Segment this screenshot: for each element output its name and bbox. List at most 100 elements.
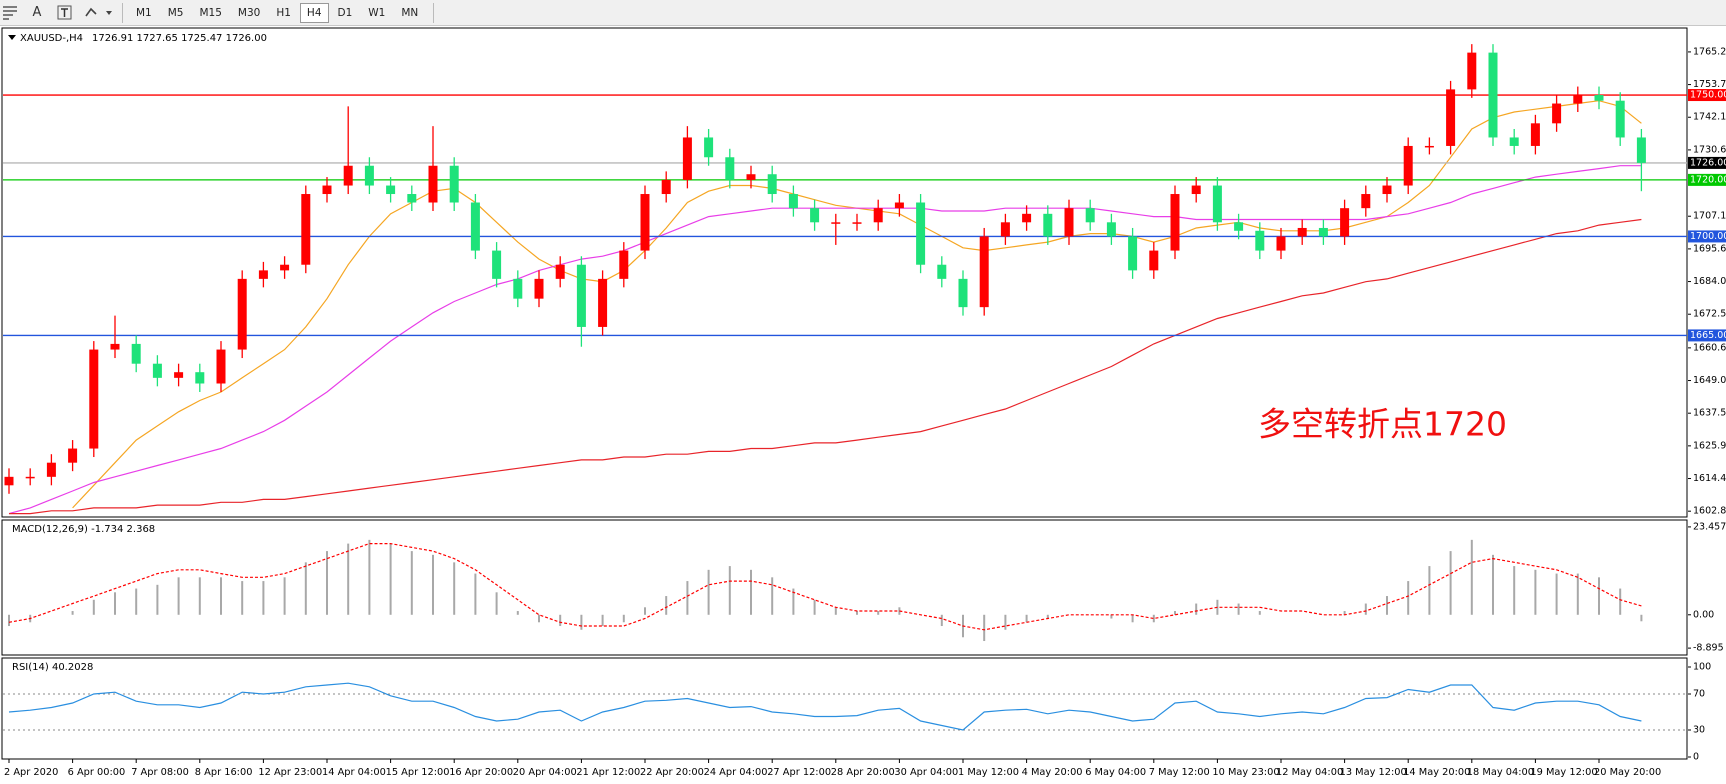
period-button[interactable]: M5 <box>167 6 184 19</box>
y-tick-label: 70 <box>1693 689 1705 700</box>
candle-body <box>407 194 417 203</box>
candle-body <box>704 137 714 158</box>
period-button[interactable]: D1 <box>337 6 353 19</box>
candle-body <box>513 278 523 299</box>
candle-body <box>1170 194 1180 251</box>
period-button[interactable]: M30 <box>237 6 261 19</box>
x-tick-label: 12 May 04:00 <box>1276 767 1343 778</box>
macd-bar <box>665 596 668 615</box>
candle-body <box>1361 194 1371 209</box>
candle-body <box>428 165 438 203</box>
y-tick-label: 1649.05 <box>1693 375 1726 386</box>
candle-body <box>1022 213 1032 223</box>
macd-bar <box>262 581 265 615</box>
x-tick-label: 8 Apr 16:00 <box>195 767 253 778</box>
macd-bar <box>877 611 880 615</box>
macd-bar <box>834 607 837 615</box>
candle-body <box>852 222 862 224</box>
main-panel <box>1 27 1688 518</box>
macd-bar <box>1343 611 1346 615</box>
y-tick-label: 1672.50 <box>1693 309 1726 320</box>
collapse-arrow[interactable] <box>8 35 16 40</box>
macd-bar <box>622 614 625 623</box>
x-tick-label: 14 May 20:00 <box>1403 767 1470 778</box>
rsi-panel <box>1 657 1688 760</box>
candle-body <box>598 278 608 327</box>
level-label: 1750.00 <box>1690 90 1726 101</box>
toolbar: A M1 M5 M15 M30 H1 H4 D1 W1 MN <box>0 0 1726 26</box>
period-button[interactable]: W1 <box>368 6 386 19</box>
candle-body <box>1212 185 1222 223</box>
macd-bar <box>1174 611 1176 615</box>
level-label: 1700.00 <box>1690 231 1726 242</box>
x-tick-label: 13 May 12:00 <box>1340 767 1407 778</box>
separator <box>433 2 435 23</box>
candle-body <box>1573 95 1583 104</box>
label-tool-icon[interactable] <box>54 2 76 24</box>
macd-bar <box>198 577 201 615</box>
shapes-icon[interactable] <box>82 2 116 24</box>
macd-bar <box>1470 539 1473 615</box>
candle-body <box>152 363 162 378</box>
y-tick-label: 1602.85 <box>1693 506 1726 517</box>
level-box <box>1688 89 1726 102</box>
macd-bar <box>1640 614 1643 622</box>
period-button[interactable]: M15 <box>199 6 222 19</box>
macd-bar <box>1237 603 1240 615</box>
chart: XAUUSD-,H4 1726.91 1727.65 1725.47 1726.… <box>1 27 1726 778</box>
x-tick-label: 14 Apr 04:00 <box>322 767 386 778</box>
x-tick-label: 30 Apr 04:00 <box>894 767 958 778</box>
macd-bar <box>241 581 244 615</box>
macd-bar <box>1555 573 1558 615</box>
crosshair-icon[interactable] <box>0 2 22 24</box>
candle-body <box>576 264 586 327</box>
x-tick-label: 12 Apr 23:00 <box>258 767 322 778</box>
macd-bar <box>1513 566 1516 615</box>
candle-body <box>555 264 565 279</box>
macd-bar <box>1576 573 1579 615</box>
candle-body <box>873 208 883 223</box>
period-button[interactable]: MN <box>401 6 419 19</box>
moving-average <box>8 165 1642 515</box>
text-tool[interactable]: A <box>32 5 42 20</box>
candle-body <box>1064 208 1074 237</box>
macd-bar <box>686 581 689 615</box>
y-tick-label: 30 <box>1693 725 1705 736</box>
macd-bar <box>410 551 413 615</box>
candle-body <box>1043 213 1053 237</box>
level-label: 1665.00 <box>1690 330 1726 341</box>
macd-bar <box>1152 614 1155 623</box>
y-tick-label: 1684.05 <box>1693 276 1726 287</box>
macd-bar <box>1428 566 1431 615</box>
y-tick-label: 1765.25 <box>1693 46 1726 57</box>
macd-bar <box>304 562 307 615</box>
macd-bar <box>1407 581 1410 615</box>
macd-bar <box>347 543 350 615</box>
y-tick-label: 1695.60 <box>1693 243 1726 254</box>
candle-body <box>470 202 480 251</box>
candle-body <box>1276 236 1286 251</box>
candle-body <box>25 476 35 479</box>
y-tick-label: 0.00 <box>1693 609 1714 620</box>
macd-bar <box>813 599 816 615</box>
y-tick-label: 1614.40 <box>1693 473 1726 484</box>
period-button[interactable]: M1 <box>136 6 152 19</box>
y-tick-label: 1637.50 <box>1693 408 1726 419</box>
period-button[interactable]: H1 <box>276 6 291 19</box>
candle-body <box>1382 185 1392 195</box>
candle-body <box>788 194 798 209</box>
candle-body <box>661 179 671 195</box>
candle-body <box>1128 236 1138 271</box>
macd-bar <box>1598 577 1600 615</box>
candle-body <box>1340 208 1350 237</box>
period-button[interactable]: H4 <box>299 2 329 23</box>
macd-bar <box>1619 588 1622 615</box>
candle-body <box>364 165 374 186</box>
x-tick-label: 27 Apr 12:00 <box>767 767 831 778</box>
candle-body <box>301 194 311 265</box>
level-box <box>1688 173 1726 186</box>
candle-body <box>1000 222 1010 237</box>
macd-bar <box>771 577 774 615</box>
macd-bar <box>1386 596 1388 615</box>
